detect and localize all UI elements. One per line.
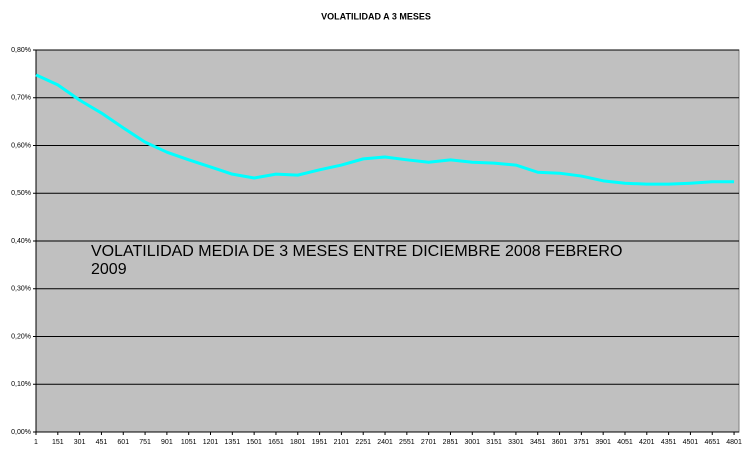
x-tick-label: 4201 bbox=[639, 439, 655, 446]
x-tick-label: 1651 bbox=[268, 439, 284, 446]
x-tick-label: 3451 bbox=[530, 439, 546, 446]
x-tick-label: 2401 bbox=[377, 439, 393, 446]
y-tick-label: 0,20% bbox=[11, 333, 31, 340]
annotation: VOLATILIDAD MEDIA DE 3 MESES ENTRE DICIE… bbox=[91, 243, 623, 278]
x-tick-label: 1051 bbox=[181, 439, 197, 446]
x-tick-label: 4501 bbox=[683, 439, 699, 446]
y-tick-label: 0,50% bbox=[11, 190, 31, 197]
x-tick-label: 2701 bbox=[421, 439, 437, 446]
x-tick-label: 3901 bbox=[595, 439, 611, 446]
x-tick-label: 3601 bbox=[552, 439, 568, 446]
chart-title: VOLATILIDAD A 3 MESES bbox=[321, 11, 431, 21]
x-tick-label: 151 bbox=[52, 439, 64, 446]
x-tick-label: 601 bbox=[117, 439, 129, 446]
y-tick-label: 0,00% bbox=[11, 429, 31, 436]
x-tick-label: 3751 bbox=[574, 439, 590, 446]
x-tick-label: 1351 bbox=[225, 439, 241, 446]
x-tick-label: 451 bbox=[96, 439, 108, 446]
x-tick-label: 2251 bbox=[355, 439, 371, 446]
x-tick-label: 3001 bbox=[464, 439, 480, 446]
x-tick-label: 4351 bbox=[661, 439, 677, 446]
x-tick-label: 3301 bbox=[508, 439, 524, 446]
x-tick-label: 301 bbox=[74, 439, 86, 446]
y-tick-label: 0,10% bbox=[11, 381, 31, 388]
x-tick-label: 751 bbox=[139, 439, 151, 446]
y-tick-label: 0,70% bbox=[11, 95, 31, 102]
x-tick-label: 1 bbox=[34, 439, 38, 446]
x-tick-label: 1501 bbox=[246, 439, 262, 446]
x-tick-label: 2101 bbox=[334, 439, 350, 446]
y-tick-label: 0,60% bbox=[11, 142, 31, 149]
data-line bbox=[35, 73, 735, 186]
y-tick-label: 0,80% bbox=[11, 47, 31, 54]
x-tick-label: 4051 bbox=[617, 439, 633, 446]
y-tick-label: 0,40% bbox=[11, 238, 31, 245]
x-tick-label: 4651 bbox=[704, 439, 720, 446]
y-tick-label: 0,30% bbox=[11, 286, 31, 293]
x-tick-label: 1801 bbox=[290, 439, 306, 446]
x-tick-label: 901 bbox=[161, 439, 173, 446]
x-tick-label: 2851 bbox=[443, 439, 459, 446]
x-tick-label: 1951 bbox=[312, 439, 328, 446]
x-tick-label: 3151 bbox=[486, 439, 502, 446]
x-tick-label: 1201 bbox=[203, 439, 219, 446]
x-tick-label: 4801 bbox=[726, 439, 742, 446]
x-tick-label: 2551 bbox=[399, 439, 415, 446]
